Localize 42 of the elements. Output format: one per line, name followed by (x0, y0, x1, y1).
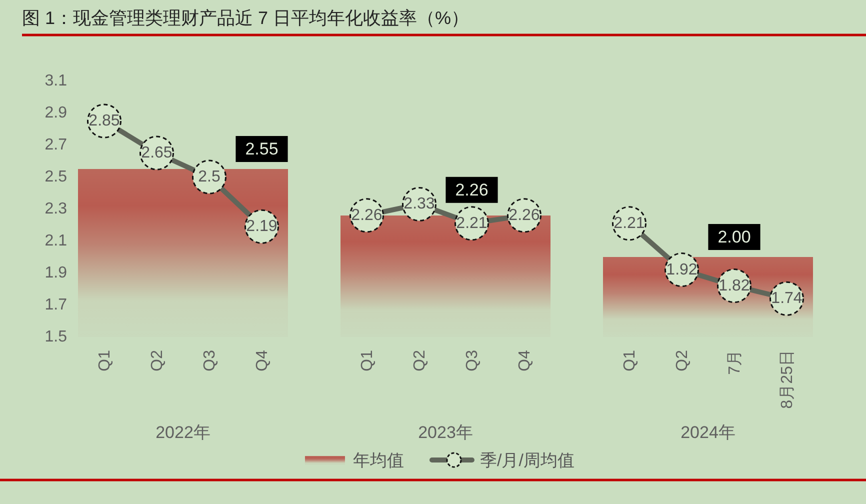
y-tick-label: 1.9 (44, 264, 68, 282)
x-tick-label: 7月 (726, 350, 743, 375)
data-label: 2.21 (456, 214, 488, 232)
y-tick-label: 1.5 (44, 328, 68, 346)
x-tick-label: 8月25日 (778, 350, 796, 409)
y-tick-label: 2.9 (44, 104, 68, 122)
data-label: 2.26 (455, 180, 488, 200)
data-label: 2.33 (404, 196, 435, 213)
text: 2023年 (418, 422, 473, 442)
data-label: 1.92 (666, 261, 698, 278)
x-tick-label: Q3 (463, 350, 480, 372)
data-label: 2.19 (246, 218, 278, 236)
y-tick-label: 2.5 (44, 168, 68, 186)
text: 2022年 (156, 422, 210, 442)
data-label: 2.00 (718, 228, 751, 246)
data-label: 2.85 (88, 112, 120, 130)
text: 2024年 (680, 422, 736, 442)
y-tick-label: 2.7 (44, 136, 68, 154)
legend-label: 季/月/周均值 (480, 450, 574, 470)
x-tick-label: Q4 (253, 350, 270, 372)
x-tick-label: Q1 (358, 350, 376, 372)
y-tick-label: 2.1 (44, 232, 68, 250)
x-tick-label: Q2 (410, 350, 428, 372)
y-tick-label: 1.7 (44, 296, 68, 314)
data-label: 2.21 (614, 214, 645, 232)
y-tick-label: 2.3 (44, 200, 68, 218)
x-tick-label: Q2 (673, 350, 690, 372)
x-tick-label: Q2 (148, 350, 166, 372)
data-label: 2.65 (141, 144, 172, 162)
x-tick-label: Q3 (200, 350, 218, 372)
chart-title: 图 1：现金管理类理财产品近 7 日平均年化收益率（%） (22, 8, 470, 28)
x-tick-label: Q1 (96, 350, 113, 372)
data-label: 1.82 (718, 277, 750, 294)
data-label: 2.5 (198, 168, 220, 186)
data-label: 1.74 (771, 290, 802, 308)
x-tick-label: Q4 (516, 350, 533, 372)
x-tick-label: Q1 (620, 350, 638, 372)
data-label: 2.26 (351, 206, 382, 224)
legend-label: 年均值 (352, 450, 404, 470)
data-label: 2.26 (508, 206, 540, 224)
y-tick-label: 3.1 (44, 72, 68, 90)
data-label: 2.55 (245, 140, 278, 158)
